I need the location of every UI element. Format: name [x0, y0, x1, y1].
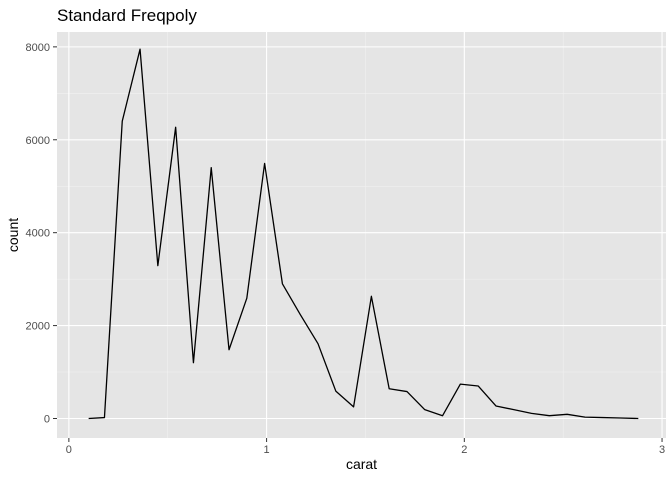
chart-title: Standard Freqpoly — [57, 6, 197, 25]
series-group — [88, 48, 639, 420]
plot-panel — [57, 32, 666, 438]
x-tick-label: 1 — [264, 444, 270, 456]
x-tick-label: 2 — [461, 444, 467, 456]
y-tick-label: 6000 — [26, 135, 50, 147]
y-axis-ticks: 0 2000 4000 6000 8000 — [26, 42, 57, 425]
x-tick-label: 0 — [66, 444, 72, 456]
y-tick-label: 2000 — [26, 321, 50, 333]
major-gridlines — [57, 32, 666, 438]
x-axis-title: carat — [346, 456, 377, 472]
x-axis-ticks: 0 1 2 3 — [66, 438, 665, 456]
series-line — [88, 48, 639, 420]
minor-gridlines — [57, 32, 666, 438]
y-axis-title: count — [5, 218, 21, 252]
x-tick-label: 3 — [659, 444, 665, 456]
y-tick-label: 8000 — [26, 42, 50, 54]
y-tick-label: 4000 — [26, 228, 50, 240]
y-tick-label: 0 — [44, 413, 50, 425]
